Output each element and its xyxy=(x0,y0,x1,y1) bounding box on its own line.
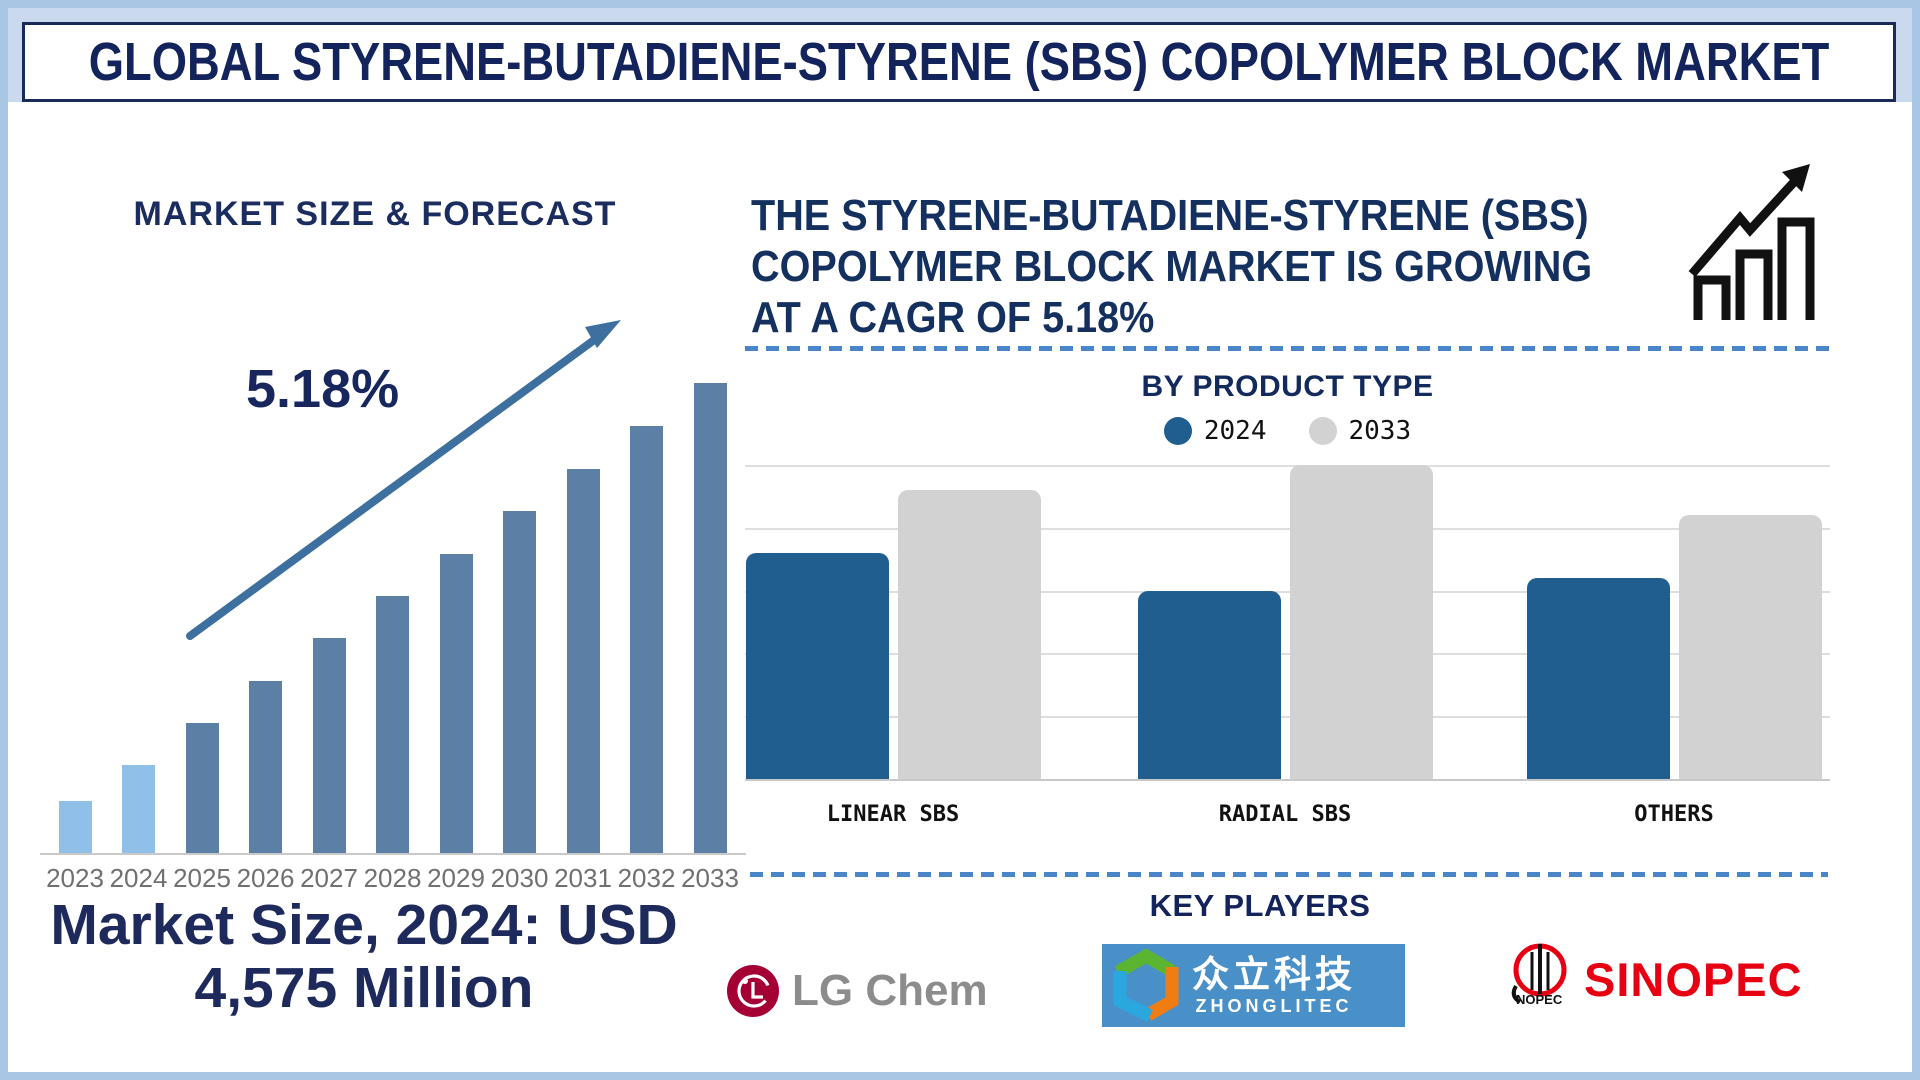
gridline xyxy=(745,527,1830,530)
zhonglitec-name-cn: 众立科技 xyxy=(1192,954,1356,995)
market-bar-chart: 2023 2024 2025 2026 2027 2028 2029 2030 2031 2032… xyxy=(0,0,760,900)
gridline xyxy=(745,590,1830,593)
growth-headline-line3: AT A CAGR OF 5.18% xyxy=(751,293,1155,342)
market-bar xyxy=(312,638,346,853)
legend-label: 2033 xyxy=(1348,416,1412,446)
market-bar xyxy=(566,469,600,853)
year-label: 2029 xyxy=(427,863,485,893)
product-bar xyxy=(745,553,889,779)
market-bar xyxy=(122,765,155,853)
key-players-heading: KEY PLAYERS xyxy=(1149,888,1371,923)
market-size-caption-line2: 4,575 Million xyxy=(194,956,534,1020)
year-label: 2023 xyxy=(46,863,104,893)
trend-arrow-icon xyxy=(186,320,621,640)
product-bar xyxy=(897,490,1041,779)
year-label: 2032 xyxy=(617,863,676,893)
year-label: 2027 xyxy=(300,863,358,893)
market-chart-baseline xyxy=(40,853,746,855)
gridline xyxy=(745,716,1830,719)
product-type-heading: BY PRODUCT TYPE xyxy=(1141,370,1434,403)
market-bar xyxy=(249,681,282,853)
player-lgchem: LG Chem xyxy=(726,964,988,1018)
market-bar xyxy=(439,554,473,853)
market-bar xyxy=(693,383,727,853)
page-title: GLOBAL STYRENE-BUTADIENE-STYRENE (SBS) C… xyxy=(88,32,1830,92)
growth-chart-icon xyxy=(1688,164,1815,320)
product-chart-legend: 2024 2033 xyxy=(745,416,1830,446)
growth-headline: THE STYRENE-BUTADIENE-STYRENE (SBS) COPO… xyxy=(751,190,1592,343)
dashed-divider-top xyxy=(745,346,1835,351)
lgchem-name: LG Chem xyxy=(792,966,988,1015)
legend-dot xyxy=(1163,417,1192,445)
player-sinopec: NOPEC SINOPEC xyxy=(1506,942,1803,1016)
product-bar xyxy=(1289,465,1433,779)
sinopec-emblem-icon: NOPEC xyxy=(1511,943,1567,1007)
year-label: 2033 xyxy=(681,863,739,893)
market-bar xyxy=(630,426,663,853)
zhonglitec-logo-icon xyxy=(1113,948,1179,1022)
category-label: LINEAR SBS xyxy=(826,802,960,827)
market-bar xyxy=(185,723,219,853)
cagr-value-label: 5.18% xyxy=(246,359,400,419)
market-bar xyxy=(58,801,92,853)
market-size-caption-line1: Market Size, 2024: USD xyxy=(50,893,678,957)
growth-headline-line1: THE STYRENE-BUTADIENE-STYRENE (SBS) xyxy=(751,191,1589,240)
market-bar xyxy=(376,596,409,853)
legend-dot xyxy=(1308,417,1337,445)
year-label: 2028 xyxy=(363,863,422,893)
gridline xyxy=(745,465,1830,467)
sinopec-wordmark: SINOPEC xyxy=(1584,952,1803,1006)
legend-item: 2024 xyxy=(1163,416,1267,446)
legend-item: 2033 xyxy=(1308,416,1412,446)
year-label: 2025 xyxy=(173,863,231,893)
legend-label: 2024 xyxy=(1203,416,1267,446)
product-chart-baseline xyxy=(745,779,1830,781)
svg-text:NOPEC: NOPEC xyxy=(1516,992,1563,1007)
gridline xyxy=(745,653,1830,656)
market-bar xyxy=(503,511,536,853)
player-zhonglitec: 众立科技 ZHONGLITEC xyxy=(1102,944,1405,1027)
year-label: 2030 xyxy=(490,863,549,893)
zhonglitec-name-en: ZHONGLITEC xyxy=(1195,996,1353,1016)
market-size-caption: Market Size, 2024: USD 4,575 Million xyxy=(40,894,688,1020)
growth-headline-line2: COPOLYMER BLOCK MARKET IS GROWING xyxy=(751,242,1593,291)
category-label: RADIAL SBS xyxy=(1218,802,1352,827)
market-size-heading: MARKET SIZE & FORECAST xyxy=(133,195,617,233)
lgchem-logo-icon xyxy=(727,965,779,1017)
year-label: 2031 xyxy=(554,863,612,893)
product-bar xyxy=(1137,591,1281,779)
year-label: 2024 xyxy=(109,863,168,893)
zhonglitec-wordmark: 众立科技 ZHONGLITEC xyxy=(1192,954,1356,1017)
title-box: GLOBAL STYRENE-BUTADIENE-STYRENE (SBS) C… xyxy=(22,22,1896,102)
product-bar xyxy=(1678,515,1822,779)
dashed-divider-bottom xyxy=(750,872,1828,877)
year-label: 2026 xyxy=(236,863,295,893)
category-label: OTHERS xyxy=(1634,802,1714,827)
product-bar xyxy=(1526,578,1670,779)
